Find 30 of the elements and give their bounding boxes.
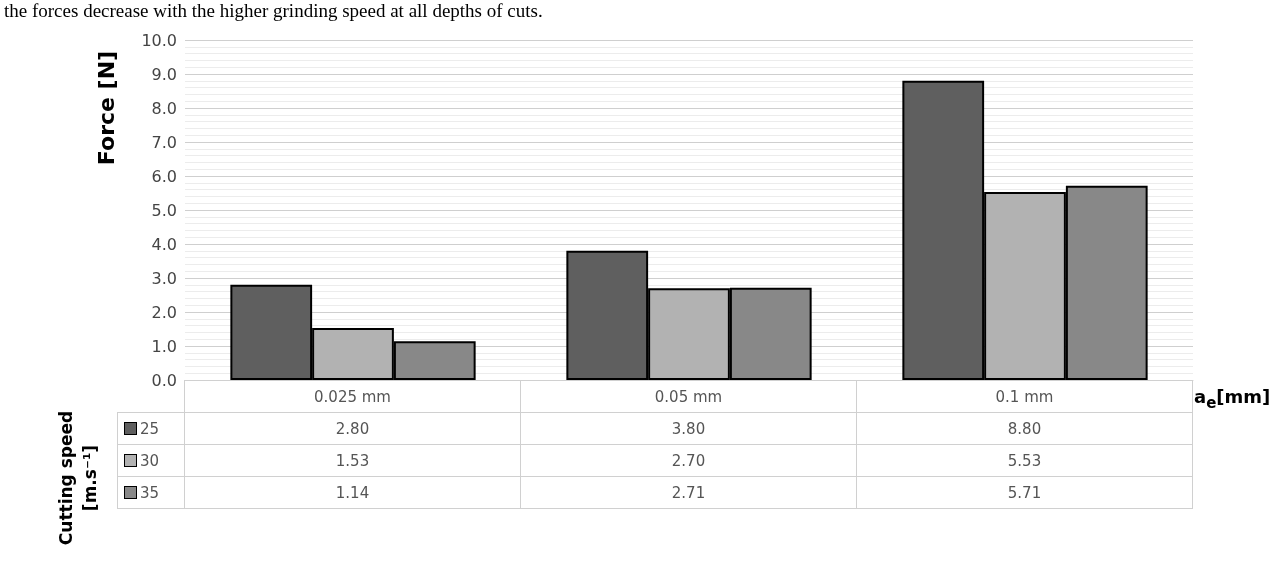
y-tick-label: 7.0 [151, 132, 177, 152]
data-label: 5.71 [856, 476, 1193, 509]
data-label: 5.53 [856, 444, 1193, 477]
legend-label: 25 [117, 412, 185, 445]
y-tick-label: 4.0 [151, 234, 177, 254]
x-tick-label: 0.1 mm [856, 380, 1193, 413]
data-label: 3.80 [520, 412, 857, 445]
legend-label: 35 [117, 476, 185, 509]
y-tick-label: 8.0 [151, 98, 177, 118]
y-tick-label: 9.0 [151, 64, 177, 84]
data-label: 8.80 [856, 412, 1193, 445]
data-label: 2.70 [520, 444, 857, 477]
data-label: 2.80 [184, 412, 521, 445]
y-tick-label: 6.0 [151, 166, 177, 186]
y-tick-label: 0.0 [151, 370, 177, 390]
data-label: 1.14 [184, 476, 521, 509]
data-label: 2.71 [520, 476, 857, 509]
text: the forces decrease with the higher grinding speed at all depths of cuts. [4, 0, 543, 22]
y-tick-label: 10.0 [141, 30, 177, 50]
x-axis-title: a$_{e}$[mm] [1194, 386, 1271, 412]
y-tick-label: 2.0 [151, 302, 177, 322]
y-tick-label: 1.0 [151, 336, 177, 356]
data-label: 1.53 [184, 444, 521, 477]
x-tick-label: 0.025 mm [184, 380, 521, 413]
legend-label: 30 [117, 444, 185, 477]
y-tick-label: 3.0 [151, 268, 177, 288]
y-tick-label: 5.0 [151, 200, 177, 220]
x-tick-label: 0.05 mm [520, 380, 857, 413]
y-axis-title: Force [N] [93, 50, 119, 166]
legend-title: Cutting speed [m.s⁻¹] [55, 410, 101, 546]
